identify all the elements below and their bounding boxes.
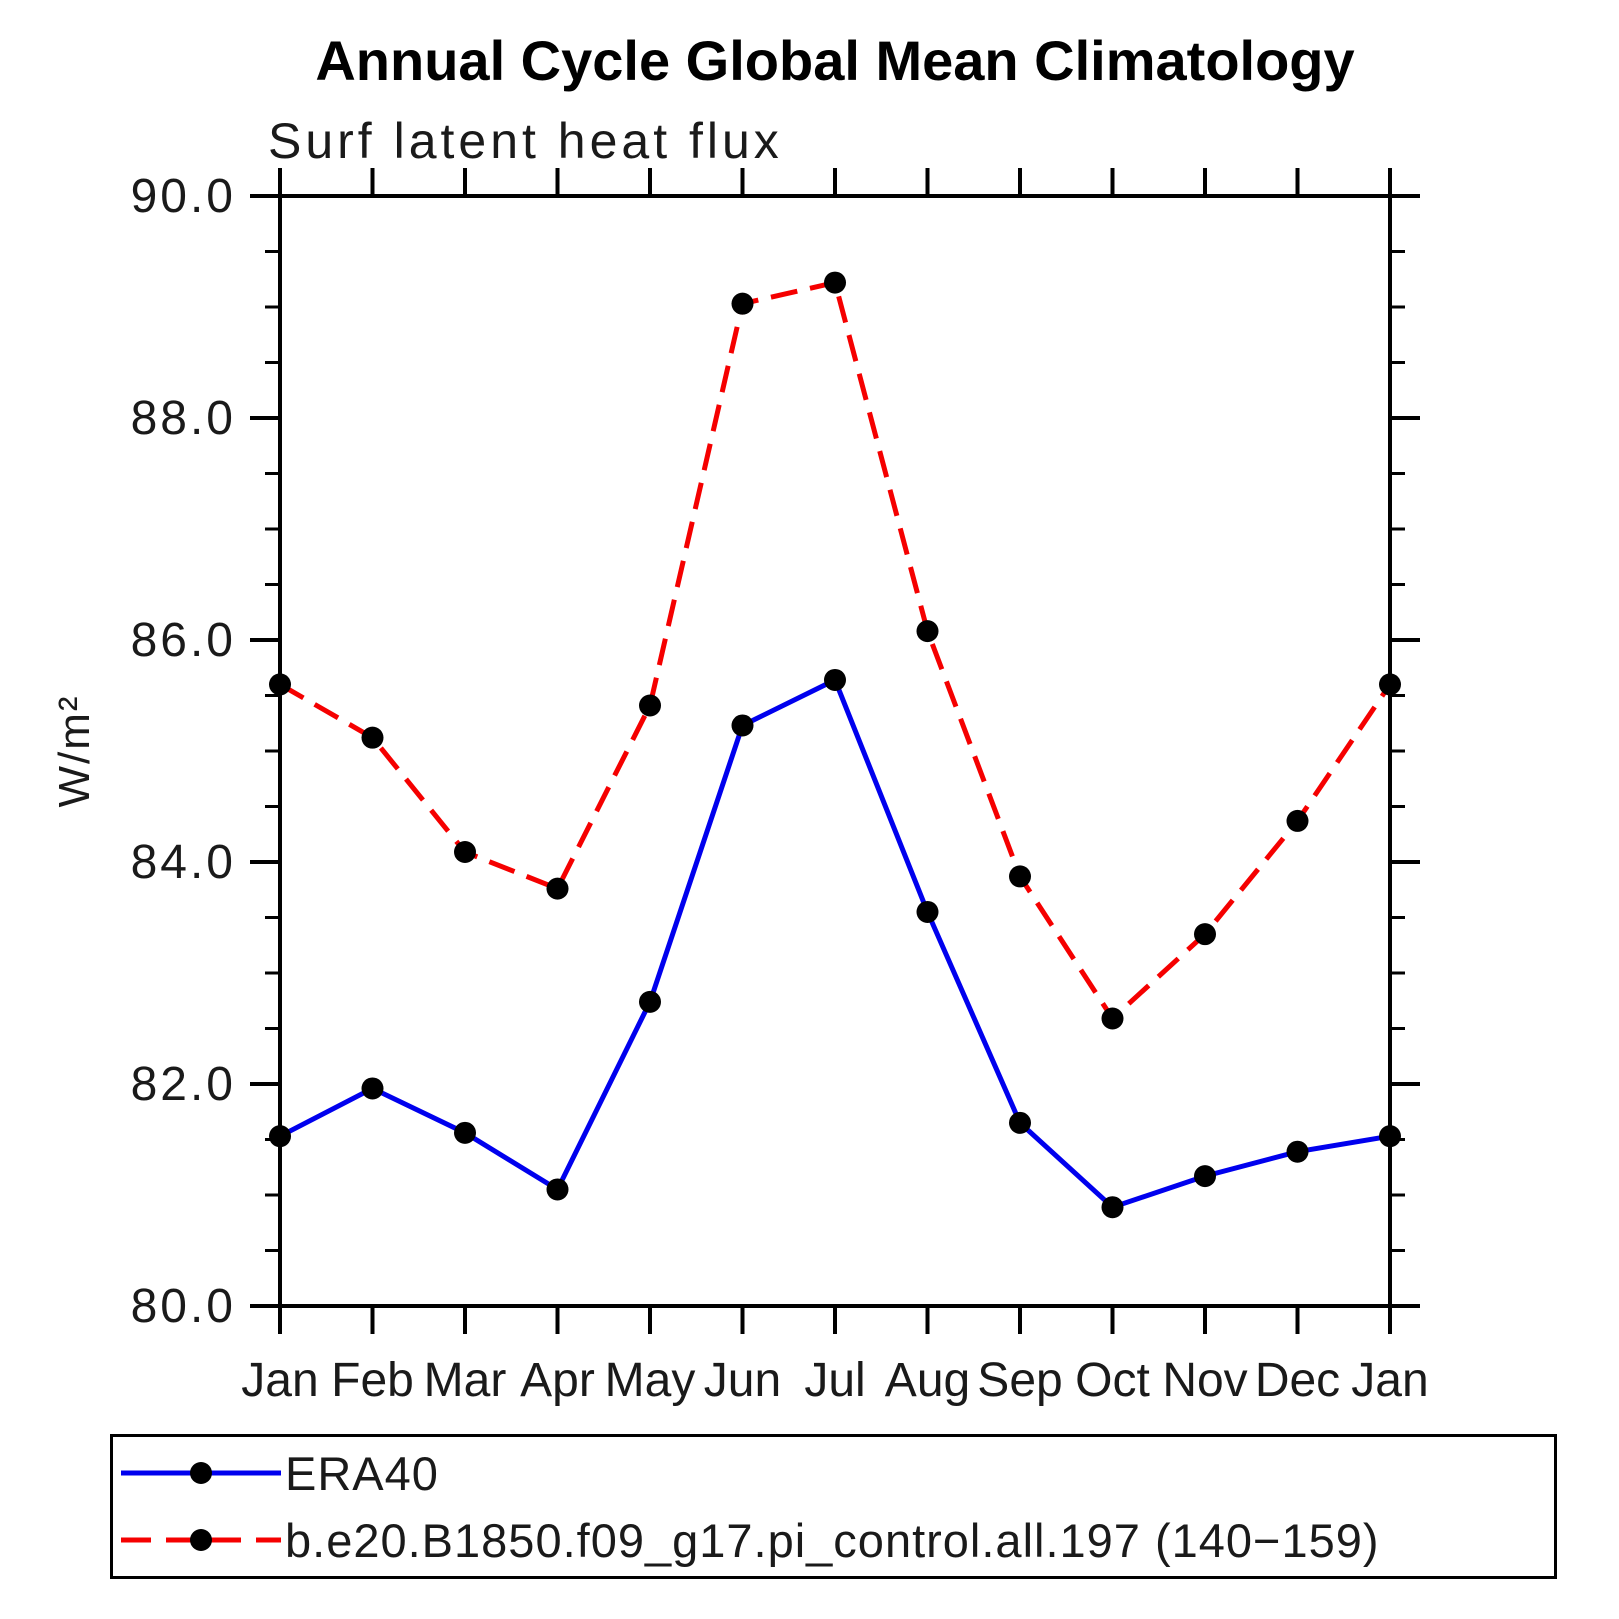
- legend-marker-dot-icon: [190, 1529, 212, 1551]
- data-point-marker: [1194, 1165, 1216, 1188]
- y-tick-label: 84.0: [131, 836, 236, 889]
- data-point-marker: [731, 292, 754, 315]
- data-point-marker: [824, 271, 846, 294]
- y-tick-label: 90.0: [131, 170, 236, 223]
- legend-row-model: b.e20.B1850.f09_g17.pi_control.all.197 (…: [113, 1509, 1554, 1571]
- x-tick-label: Sep: [977, 1354, 1062, 1407]
- x-tick-label: Jul: [804, 1354, 865, 1407]
- legend-marker-dot-icon: [190, 1462, 212, 1484]
- variable-subtitle: Surf latent heat flux: [268, 113, 783, 169]
- data-point-marker: [639, 694, 661, 717]
- series-line-era40: [278, 676, 1391, 1211]
- x-tick-label: Apr: [520, 1354, 595, 1407]
- data-point-marker: [269, 673, 291, 696]
- data-point-marker: [1379, 1125, 1401, 1148]
- x-tick-label: Mar: [424, 1354, 507, 1407]
- data-point-marker: [1286, 809, 1309, 832]
- data-point-marker: [731, 714, 754, 737]
- data-point-marker: [1286, 1140, 1309, 1163]
- data-point-marker: [361, 1077, 384, 1100]
- y-tick-label: 88.0: [131, 392, 236, 445]
- legend-row-era40: ERA40: [113, 1442, 1554, 1504]
- x-tick-label: Oct: [1075, 1354, 1150, 1407]
- y-tick-label: 82.0: [131, 1058, 236, 1111]
- x-tick-label: Nov: [1162, 1354, 1247, 1407]
- data-point-marker: [1101, 1196, 1124, 1219]
- legend-label-model: b.e20.B1850.f09_g17.pi_control.all.197 (…: [285, 1513, 1380, 1567]
- data-point-marker: [916, 900, 939, 923]
- data-point-marker: [361, 726, 384, 749]
- x-tick-label: May: [605, 1354, 696, 1407]
- x-tick-label: Dec: [1255, 1354, 1340, 1407]
- data-point-marker: [1009, 865, 1031, 888]
- legend-box: ERA40 b.e20.B1850.f09_g17.pi_control.all…: [110, 1434, 1557, 1579]
- data-point-marker: [1101, 1007, 1124, 1030]
- x-tick-label: Jan: [241, 1354, 318, 1407]
- data-point-marker: [546, 1178, 569, 1201]
- data-point-marker: [1379, 673, 1401, 696]
- data-point-marker: [639, 990, 661, 1013]
- data-point-marker: [1009, 1111, 1031, 1134]
- x-tick-label: Jun: [704, 1354, 781, 1407]
- y-tick-label: 80.0: [131, 1280, 236, 1333]
- legend-sample-solid-line-icon: [121, 1462, 281, 1484]
- data-point-marker: [454, 841, 476, 864]
- legend-sample-dashed-line-icon: [121, 1529, 281, 1551]
- data-point-marker: [824, 668, 846, 691]
- x-tick-label: Aug: [885, 1354, 970, 1407]
- data-point-marker: [454, 1121, 476, 1144]
- data-point-marker: [546, 877, 569, 900]
- y-tick-label: 86.0: [131, 614, 236, 667]
- data-point-marker: [1194, 923, 1216, 946]
- x-tick-label: Jan: [1351, 1354, 1428, 1407]
- data-point-marker: [916, 620, 939, 643]
- data-point-marker: [269, 1125, 291, 1148]
- series-line-model: [278, 279, 1393, 1023]
- legend-label-era40: ERA40: [285, 1446, 439, 1500]
- x-tick-label: Feb: [331, 1354, 414, 1407]
- plot-frame: [278, 194, 1392, 1308]
- page-title: Annual Cycle Global Mean Climatology: [315, 29, 1355, 92]
